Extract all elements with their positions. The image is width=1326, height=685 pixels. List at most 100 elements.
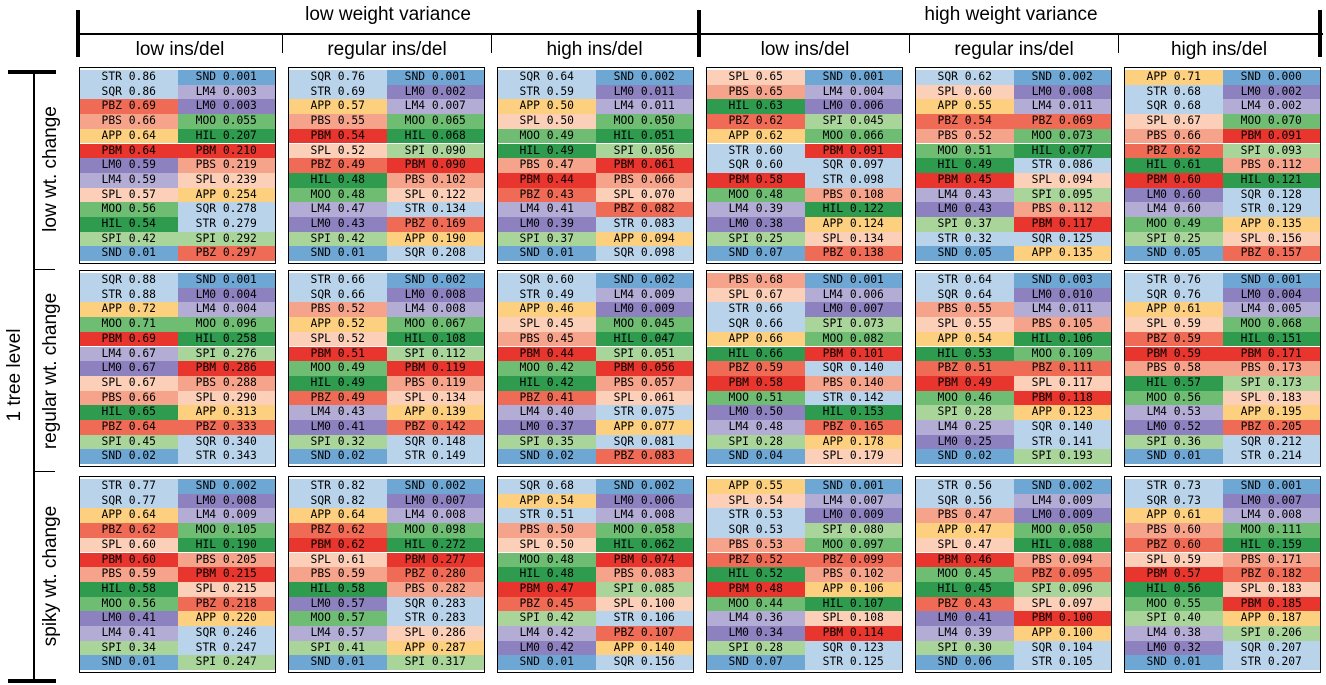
score-cell: PBM 0.49 — [916, 375, 1014, 391]
table-row: MOO 0.56 SPL 0.183 — [1125, 390, 1320, 406]
score-cell: LM4 0.43 — [289, 405, 387, 420]
table-row: APP 0.64 LM4 0.009 — [80, 508, 275, 524]
score-cell: SQR 0.77 — [80, 493, 178, 509]
table-row: LM0 0.60 SQR 0.128 — [1125, 187, 1320, 203]
table-row: HIL 0.56 SPL 0.183 — [1125, 581, 1320, 597]
table-row: LM0 0.52 PBZ 0.205 — [1125, 420, 1320, 435]
table-row: STR 0.73 SND 0.001 — [1125, 479, 1320, 494]
table-row: PBM 0.51 SPI 0.112 — [289, 346, 484, 362]
error-cell: HIL 0.051 — [595, 128, 693, 144]
score-cell: LM0 0.43 — [289, 217, 387, 232]
error-cell: SND 0.002 — [595, 479, 693, 494]
score-cell: STR 0.66 — [707, 302, 805, 318]
table-row: SND 0.02 SPI 0.193 — [916, 449, 1111, 465]
score-cell: LM4 0.39 — [916, 626, 1014, 641]
error-cell: SPI 0.090 — [386, 143, 484, 159]
error-cell: PBM 0.090 — [386, 158, 484, 173]
column-label: low ins/del — [760, 39, 850, 60]
score-cell: STR 0.86 — [80, 70, 178, 85]
table-row: LM4 0.41 PBZ 0.082 — [498, 202, 693, 217]
table-row: LM4 0.57 SPL 0.286 — [289, 626, 484, 641]
error-cell: HIL 0.258 — [177, 331, 275, 347]
table-row: SPL 0.65 SND 0.001 — [707, 70, 902, 85]
score-cell: MOO 0.56 — [1125, 390, 1223, 406]
table-row: APP 0.61 LM4 0.008 — [1125, 508, 1320, 524]
score-cell: MOO 0.51 — [707, 390, 805, 406]
error-cell: MOO 0.098 — [386, 523, 484, 538]
score-cell: PBM 0.60 — [80, 552, 178, 568]
score-cell: PBZ 0.59 — [707, 361, 805, 376]
score-cell: PBM 0.64 — [80, 143, 178, 159]
score-cell: HIL 0.54 — [80, 217, 178, 232]
score-cell: SND 0.07 — [707, 246, 805, 262]
table-row: LM0 0.41 PBM 0.100 — [916, 611, 1111, 626]
table-row: STR 0.88 LM0 0.004 — [80, 287, 275, 303]
score-cell: SPL 0.65 — [707, 70, 805, 85]
error-cell: APP 0.195 — [1222, 405, 1320, 420]
table-row: LM0 0.41 PBZ 0.142 — [289, 420, 484, 435]
score-cell: PBS 0.60 — [1125, 523, 1223, 538]
error-cell: SND 0.002 — [595, 70, 693, 85]
score-cell: HIL 0.65 — [80, 405, 178, 420]
score-cell: SPL 0.54 — [707, 493, 805, 509]
table-row: SPI 0.34 STR 0.247 — [80, 640, 275, 656]
error-cell: SPL 0.134 — [804, 231, 902, 247]
table-row: PBM 0.62 HIL 0.272 — [289, 537, 484, 553]
table-row: MOO 0.55 PBM 0.185 — [1125, 596, 1320, 612]
score-cell: SQR 0.60 — [498, 273, 596, 288]
table-row: HIL 0.57 SPI 0.173 — [1125, 375, 1320, 391]
error-cell: PBS 0.112 — [1222, 158, 1320, 173]
table-row: LM0 0.41 APP 0.220 — [80, 611, 275, 626]
score-cell: LM0 0.39 — [498, 217, 596, 232]
score-cell: PBS 0.52 — [916, 128, 1014, 144]
score-cell: SPL 0.59 — [1125, 552, 1223, 568]
table-row: SPI 0.30 SQR 0.104 — [916, 640, 1111, 656]
score-cell: SPI 0.42 — [289, 231, 387, 247]
table-row: PBS 0.68 SND 0.001 — [707, 273, 902, 288]
error-cell: APP 0.135 — [1222, 217, 1320, 232]
table-row: PBS 0.52 MOO 0.073 — [916, 128, 1111, 144]
score-cell: MOO 0.45 — [916, 567, 1014, 582]
error-cell: MOO 0.073 — [1013, 128, 1111, 144]
table-row: PBS 0.47 LM0 0.009 — [916, 508, 1111, 524]
error-cell: SPL 0.286 — [386, 626, 484, 641]
score-cell: PBS 0.66 — [80, 390, 178, 406]
table-row: MOO 0.56 PBZ 0.218 — [80, 596, 275, 612]
score-cell: PBZ 0.54 — [916, 114, 1014, 129]
error-cell: APP 0.287 — [386, 640, 484, 656]
score-cell: HIL 0.49 — [498, 143, 596, 159]
score-cell: SQR 0.73 — [1125, 493, 1223, 509]
score-cell: LM4 0.36 — [707, 611, 805, 626]
table-row: HIL 0.42 PBS 0.057 — [498, 375, 693, 391]
table-row: SPL 0.60 LM0 0.008 — [916, 84, 1111, 100]
table-row: LM0 0.34 PBM 0.114 — [707, 626, 902, 641]
result-panel: STR 0.77 SND 0.002 SQR 0.77 LM0 0.008 APP 0.… — [79, 476, 276, 673]
score-cell: SND 0.01 — [80, 655, 178, 671]
table-row: PBZ 0.54 PBZ 0.069 — [916, 114, 1111, 129]
score-cell: SPL 0.67 — [707, 287, 805, 303]
score-cell: SPL 0.67 — [1125, 114, 1223, 129]
table-row: PBZ 0.64 PBZ 0.333 — [80, 420, 275, 435]
result-panel: STR 0.82 SND 0.002 SQR 0.82 LM0 0.007 APP 0.… — [288, 476, 485, 673]
table-row: SPI 0.41 APP 0.287 — [289, 640, 484, 656]
error-cell: LM4 0.008 — [386, 508, 484, 524]
score-cell: PBM 0.59 — [1125, 346, 1223, 362]
score-cell: SPI 0.30 — [916, 640, 1014, 656]
error-cell: STR 0.247 — [177, 640, 275, 656]
score-cell: PBM 0.57 — [1125, 567, 1223, 582]
error-cell: PBZ 0.297 — [177, 246, 275, 262]
table-row: PBS 0.45 HIL 0.047 — [498, 331, 693, 347]
table-row: LM4 0.39 APP 0.100 — [916, 626, 1111, 641]
error-cell: STR 0.125 — [804, 655, 902, 671]
error-cell: MOO 0.096 — [177, 317, 275, 332]
error-cell: SQR 0.212 — [1222, 434, 1320, 450]
error-cell: LM0 0.006 — [595, 493, 693, 509]
error-cell: MOO 0.097 — [804, 537, 902, 553]
error-cell: SQR 0.081 — [595, 434, 693, 450]
score-cell: SQR 0.66 — [707, 317, 805, 332]
table-row: SPL 0.55 PBS 0.105 — [916, 317, 1111, 332]
score-cell: SQR 0.88 — [80, 273, 178, 288]
error-cell: SQR 0.283 — [386, 596, 484, 612]
table-row: PBS 0.50 MOO 0.058 — [498, 523, 693, 538]
score-cell: PBS 0.52 — [289, 302, 387, 318]
